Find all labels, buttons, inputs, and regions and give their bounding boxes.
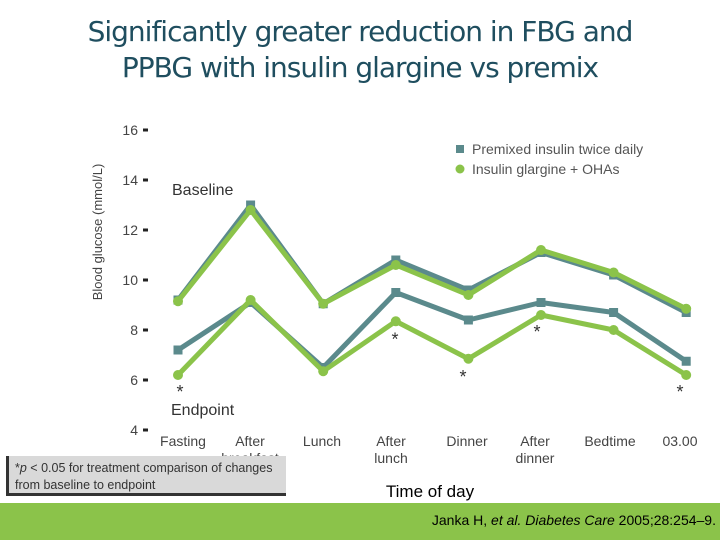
citation-etal: et al. bbox=[491, 512, 522, 528]
series-line bbox=[176, 207, 688, 311]
citation: Janka H, et al. Diabetes Care 2005;28:25… bbox=[300, 512, 716, 528]
data-point bbox=[318, 366, 329, 377]
legend-marker bbox=[455, 164, 465, 174]
chart-labels: Premixed insulin twice daily Insulin glar… bbox=[171, 141, 684, 419]
significance-asterisk: * bbox=[533, 322, 540, 342]
data-point bbox=[463, 353, 474, 364]
footnote-text: < 0.05 for treatment comparison of chang… bbox=[15, 461, 273, 492]
data-point bbox=[463, 315, 473, 325]
chart-series bbox=[173, 200, 692, 380]
x-axis-label: Time of day bbox=[386, 482, 475, 501]
x-tick-label: After dinner bbox=[516, 433, 555, 466]
footnote: *p < 0.05 for treatment comparison of ch… bbox=[6, 456, 286, 496]
data-point bbox=[608, 267, 619, 278]
series-line bbox=[176, 202, 688, 315]
significance-asterisk: * bbox=[459, 367, 466, 387]
data-point bbox=[609, 308, 619, 317]
legend-marker bbox=[456, 145, 464, 153]
legend-label: Insulin glargine + OHAs bbox=[472, 161, 619, 177]
y-tick-label: 12 bbox=[122, 222, 138, 238]
title-line-2: PPBG with insulin glargine vs premix bbox=[121, 51, 599, 84]
data-point bbox=[318, 298, 329, 309]
citation-journal: Diabetes Care bbox=[521, 512, 615, 528]
x-tick-label: Bedtime bbox=[584, 433, 636, 449]
significance-asterisk: * bbox=[676, 382, 683, 402]
y-tick-label: 6 bbox=[130, 372, 138, 388]
x-tick-label: 03.00 bbox=[662, 433, 697, 449]
data-point bbox=[536, 298, 546, 307]
chart-axes: 4 6 8 10 12 14 16 Blood glucose (mmol/L) Fasting… bbox=[90, 122, 698, 501]
data-point bbox=[173, 296, 183, 307]
data-point bbox=[173, 345, 183, 355]
footnote-asterisk: * bbox=[15, 461, 20, 475]
y-axis-label: Blood glucose (mmol/L) bbox=[90, 164, 105, 301]
slide-title: Significantly greater reduction in FBG a… bbox=[20, 14, 700, 86]
data-point bbox=[463, 290, 474, 300]
citation-authors: Janka H, bbox=[431, 512, 492, 528]
citation-rest: 2005;28:254–9. bbox=[614, 512, 716, 528]
significance-asterisk: * bbox=[176, 382, 183, 402]
x-tick-label: Dinner bbox=[446, 433, 488, 449]
data-point bbox=[608, 325, 619, 335]
data-point bbox=[391, 288, 401, 297]
baseline-label: Baseline bbox=[172, 182, 233, 199]
endpoint-label: Endpoint bbox=[171, 402, 235, 419]
data-point bbox=[681, 303, 692, 314]
data-point bbox=[536, 310, 546, 320]
x-tick-label: Lunch bbox=[303, 433, 341, 449]
data-point bbox=[390, 260, 401, 270]
footer-bar bbox=[0, 503, 720, 540]
footnote-p: p bbox=[19, 461, 27, 475]
data-point bbox=[681, 356, 691, 366]
data-point bbox=[173, 370, 183, 380]
y-tick-label: 16 bbox=[122, 122, 138, 138]
data-point bbox=[681, 370, 692, 380]
data-point bbox=[390, 316, 401, 327]
data-point bbox=[245, 205, 256, 215]
x-tick-label: Fasting bbox=[160, 433, 206, 449]
series-line bbox=[176, 297, 688, 378]
y-tick-label: 8 bbox=[130, 322, 138, 338]
y-tick-label: 14 bbox=[122, 172, 138, 188]
y-tick-label: 10 bbox=[122, 272, 138, 288]
title-line-1: Significantly greater reduction in FBG a… bbox=[87, 15, 634, 48]
x-tick-label: After lunch bbox=[374, 433, 407, 466]
significance-asterisk: * bbox=[391, 330, 398, 350]
data-point bbox=[536, 245, 546, 255]
legend-label: Premixed insulin twice daily bbox=[472, 141, 643, 157]
data-point bbox=[245, 295, 256, 305]
y-tick-label: 4 bbox=[130, 422, 138, 438]
